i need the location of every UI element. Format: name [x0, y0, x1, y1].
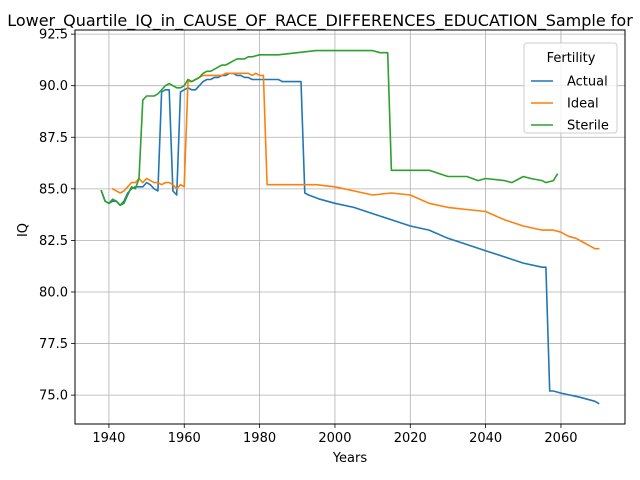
series-line-sterile — [100, 49, 559, 207]
x-axis-label: Years — [332, 451, 368, 466]
chart-title: Lower_Quartile_IQ_in_CAUSE_OF_RACE_DIFFE… — [7, 11, 633, 31]
y-tick-label: 92.5 — [39, 28, 68, 43]
x-tick-label: 1940 — [92, 431, 125, 446]
series-line-actual — [100, 72, 600, 405]
y-tick-label: 80.0 — [39, 285, 68, 300]
axis-ticks: 1940 1960 1980 2000 2020 2040 2060 75.0 77.5 80.0… — [39, 28, 577, 446]
plot-frame — [74, 29, 626, 425]
legend-title: Fertility — [547, 51, 596, 66]
y-tick-label: 85.0 — [39, 182, 68, 197]
legend-label-actual: Actual — [567, 75, 608, 90]
y-tick-label: 82.5 — [39, 234, 68, 249]
legend-box — [523, 42, 618, 134]
x-tick-label: 2000 — [318, 431, 351, 446]
x-tick-label: 2040 — [469, 431, 502, 446]
y-tick-label: 87.5 — [39, 131, 68, 146]
y-tick-label: 75.0 — [39, 389, 68, 404]
x-tick-label: 2020 — [394, 431, 427, 446]
series-line-ideal — [111, 72, 600, 250]
x-tick-label: 2060 — [544, 431, 577, 446]
grid — [75, 30, 625, 424]
legend-label-sterile: Sterile — [567, 119, 609, 134]
y-tick-label: 77.5 — [39, 337, 68, 352]
legend-label-ideal: Ideal — [567, 97, 599, 112]
y-tick-label: 90.0 — [39, 79, 68, 94]
legend: Fertility Actual Ideal Sterile — [523, 42, 618, 134]
series-lines — [100, 49, 600, 405]
y-axis-label: IQ — [16, 223, 31, 237]
legend-entries: Actual Ideal Sterile — [531, 75, 609, 134]
x-tick-label: 1960 — [168, 431, 201, 446]
x-tick-label: 1980 — [243, 431, 276, 446]
